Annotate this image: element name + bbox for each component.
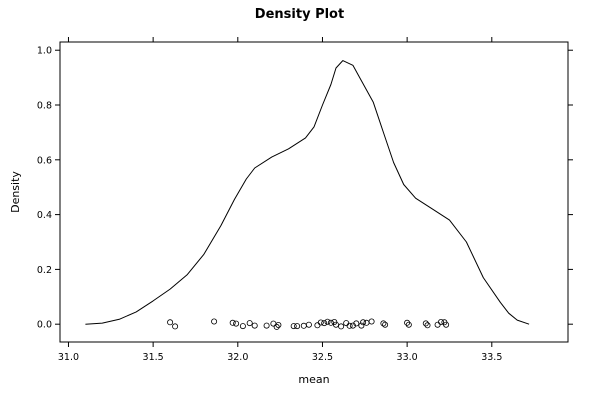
data-point <box>343 320 350 327</box>
data-point <box>353 320 360 327</box>
data-point <box>382 321 389 328</box>
data-point <box>294 323 301 330</box>
data-point <box>321 320 328 327</box>
data-point <box>437 318 444 325</box>
data-point <box>324 318 331 325</box>
data-point <box>363 319 370 326</box>
series-layer <box>85 60 530 330</box>
data-point <box>263 322 270 329</box>
data-point <box>404 319 411 326</box>
y-tick-label: 0.6 <box>37 155 52 166</box>
x-tick-label: 31.0 <box>58 352 79 363</box>
data-point <box>424 322 431 329</box>
axis-ticks <box>55 37 573 347</box>
x-axis-label: mean <box>298 373 329 386</box>
data-point <box>368 318 375 325</box>
data-point <box>317 319 324 326</box>
data-point <box>270 320 277 327</box>
density-curve <box>85 60 530 325</box>
data-point <box>346 322 353 329</box>
data-point <box>405 321 412 328</box>
data-point <box>172 323 179 330</box>
data-point <box>251 322 258 329</box>
x-tick-label: 32.0 <box>227 352 248 363</box>
data-point <box>229 319 236 326</box>
chart-title: Density Plot <box>255 7 344 22</box>
data-point <box>290 323 297 330</box>
data-point <box>338 323 345 330</box>
data-point <box>300 322 307 329</box>
axis-tick-labels: 31.0 31.5 32.0 32.5 33.0 33.5 0.0 0.2 0.4 0.6 0.8 1… <box>37 46 502 363</box>
y-tick-label: 0.0 <box>37 320 52 331</box>
plot-frame <box>59 41 569 343</box>
y-axis-label: Density <box>9 171 22 213</box>
data-point <box>211 318 218 325</box>
data-point <box>360 319 367 326</box>
data-point <box>305 321 312 328</box>
x-tick-label: 31.5 <box>143 352 164 363</box>
data-point <box>246 320 253 327</box>
data-point <box>332 321 339 328</box>
data-point <box>233 320 240 327</box>
y-tick-label: 0.4 <box>37 210 52 221</box>
data-point <box>167 319 174 326</box>
data-point <box>273 323 280 330</box>
data-point <box>239 323 246 330</box>
y-tick-label: 0.2 <box>37 265 52 276</box>
data-point <box>422 320 429 327</box>
x-tick-label: 33.0 <box>397 352 418 363</box>
y-tick-label: 0.8 <box>37 101 52 112</box>
x-tick-label: 33.5 <box>481 352 502 363</box>
data-point <box>314 322 321 329</box>
data-point <box>327 319 334 326</box>
y-tick-label: 1.0 <box>37 46 52 57</box>
data-point <box>443 321 450 328</box>
data-point <box>380 320 387 327</box>
data-point <box>358 322 365 329</box>
data-point <box>275 321 282 328</box>
data-point <box>434 321 441 328</box>
x-tick-label: 32.5 <box>312 352 333 363</box>
